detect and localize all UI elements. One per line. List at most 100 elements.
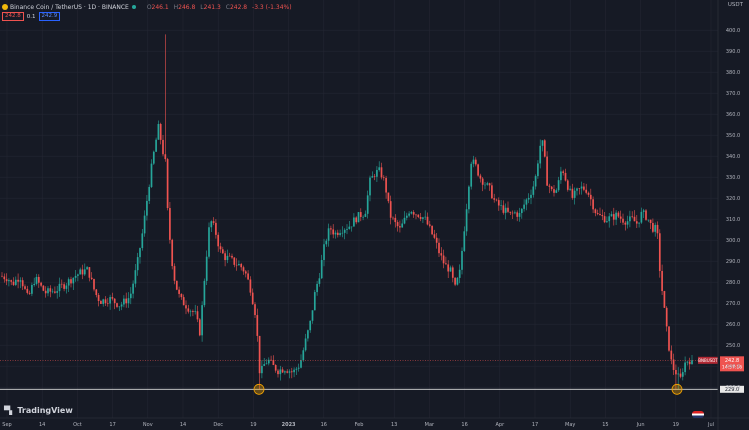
candle-body <box>573 190 576 198</box>
candle-body <box>463 231 466 251</box>
candle-body <box>261 365 263 374</box>
ohlc-change: -3.3 (-1.34%) <box>252 3 292 11</box>
candle-body <box>313 292 316 311</box>
candle-body <box>472 159 475 164</box>
symbol-title[interactable]: Binance Coin / TetherUS · 1D · BINANCE <box>10 3 129 11</box>
candle-body <box>396 222 399 227</box>
candle-body <box>484 184 486 186</box>
candle-body <box>10 280 13 282</box>
candle-body <box>401 223 404 228</box>
candle-body <box>212 221 215 223</box>
bar-countdown-label: 14:57:16 <box>722 364 742 370</box>
candle-body <box>123 298 125 305</box>
symbol-legend[interactable]: Binance Coin / TetherUS · 1D · BINANCE O… <box>2 2 292 12</box>
candle-body <box>263 364 266 366</box>
candle-body <box>323 244 325 261</box>
y-tick-label: 370.0 <box>726 91 740 97</box>
candle-body <box>355 217 358 223</box>
candle-body <box>608 216 611 222</box>
candle-body <box>86 267 88 270</box>
candle-body <box>265 363 268 365</box>
candle-body <box>587 192 590 195</box>
y-tick-label: 330.0 <box>726 175 740 181</box>
candle-body <box>658 233 661 271</box>
candle-body <box>258 335 261 374</box>
candle-body <box>417 214 420 218</box>
candle-body <box>79 269 82 275</box>
candles <box>1 34 693 390</box>
candle-body <box>49 288 52 292</box>
candle-body <box>290 371 293 373</box>
candle-body <box>100 301 102 304</box>
candle-body <box>442 255 445 264</box>
candle-body <box>311 310 314 321</box>
x-tick-label: 19 <box>250 422 256 428</box>
candle-body <box>120 304 123 307</box>
candle-body <box>645 210 647 220</box>
currency-label[interactable]: USDT <box>727 2 743 8</box>
candle-body <box>302 350 305 361</box>
candle-body <box>251 292 254 305</box>
candle-body <box>35 276 38 284</box>
candle-body <box>592 199 594 210</box>
candle-body <box>247 273 249 280</box>
candle-body <box>518 213 521 217</box>
x-tick-label: 2023 <box>282 422 296 428</box>
candle-body <box>152 151 155 164</box>
candle-body <box>102 299 105 304</box>
buy-button[interactable]: 242.9 <box>38 12 61 21</box>
candle-body <box>677 373 680 375</box>
candle-body <box>81 269 84 275</box>
candle-body <box>224 253 226 261</box>
y-tick-label: 340.0 <box>726 154 740 160</box>
candle-body <box>196 311 199 320</box>
candle-body <box>477 164 479 176</box>
candle-body <box>654 224 657 232</box>
y-tick-label: 280.0 <box>726 280 740 286</box>
candle-body <box>617 212 620 217</box>
candle-body <box>642 210 645 212</box>
candle-body <box>491 185 493 199</box>
candle-body <box>514 212 516 214</box>
candle-body <box>606 221 608 223</box>
candle-body <box>454 277 456 285</box>
candle-body <box>399 226 401 228</box>
candle-body <box>171 239 174 267</box>
ohlc-values: O246.1 H246.8 L241.3 C242.8 -3.3 (-1.34%… <box>146 3 292 11</box>
candle-body <box>445 263 447 265</box>
candle-body <box>412 212 415 215</box>
x-tick-label: Mar <box>425 422 435 428</box>
candle-body <box>447 264 450 272</box>
current-price-label: 242.8 <box>725 358 739 364</box>
candle-body <box>486 183 489 185</box>
candle-body <box>148 186 151 201</box>
candle-body <box>385 177 387 193</box>
candle-body <box>610 214 613 217</box>
candle-body <box>127 298 130 304</box>
candle-body <box>60 283 63 285</box>
candle-body <box>164 154 167 160</box>
candle-body <box>382 177 385 179</box>
candle-body <box>569 188 571 190</box>
candle-body <box>422 217 424 219</box>
candle-body <box>288 371 291 373</box>
candle-body <box>415 214 417 216</box>
candle-body <box>539 145 542 164</box>
candle-body <box>596 213 599 214</box>
y-tick-label: 270.0 <box>726 301 740 307</box>
candle-body <box>346 228 348 230</box>
sell-button[interactable]: 242.8 <box>2 12 24 21</box>
candle-body <box>357 212 360 223</box>
current-price-tag <box>720 356 744 372</box>
candle-body <box>405 215 408 218</box>
market-open-icon <box>131 5 136 9</box>
candle-body <box>580 186 583 189</box>
overlays: 229.0 BNBUSDT 242.814:57:16 <box>0 356 744 395</box>
tradingview-logo[interactable]: ▀▖ TradingView <box>4 406 73 415</box>
candle-body <box>366 195 369 214</box>
ohlc-high: 246.8 <box>178 3 196 11</box>
x-tick-label: 16 <box>461 422 467 428</box>
candle-body <box>364 213 367 217</box>
candle-body <box>583 186 585 190</box>
